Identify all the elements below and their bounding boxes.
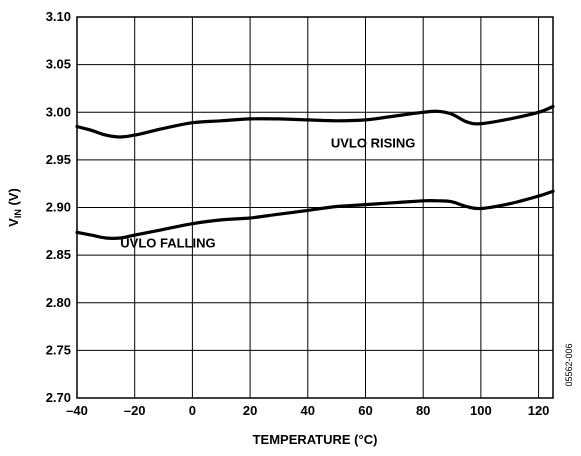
plot-frame [76,16,554,399]
series-line-uvlo-rising [75,104,555,139]
y-tick-label: 2.80 [46,295,71,310]
x-tick-label: 20 [243,403,257,418]
y-axis-label: VIN (V) [6,188,23,227]
x-tick-label: –40 [66,403,88,418]
x-tick-labels: –40 –20 0 20 40 60 80 100 120 [66,403,549,418]
y-tick-label: 2.85 [46,247,71,262]
chart-series [75,104,555,240]
y-tick-label: 2.70 [46,390,71,405]
x-tick-label: 80 [416,403,430,418]
x-tick-label: 40 [301,403,315,418]
y-axis-label-unit: (V) [6,188,21,209]
annotation-uvlo-falling: UVLO FALLING [120,236,215,251]
y-axis-label-subscript: IN [13,209,23,218]
x-axis-label: TEMPERATURE (°C) [253,432,378,447]
y-tick-label: 2.95 [46,152,71,167]
x-tick-label: 120 [528,403,550,418]
x-tick-label: 0 [189,403,196,418]
y-tick-label: 3.05 [46,57,71,72]
x-tick-label: –20 [124,403,146,418]
figure-code: 05562-006 [564,343,574,386]
y-tick-label: 3.10 [46,9,71,24]
x-tick-label: 60 [358,403,372,418]
y-tick-label: 2.75 [46,342,71,357]
y-tick-labels: 2.70 2.75 2.80 2.85 2.90 2.95 3.00 3.05 3.10 [46,9,71,405]
y-axis-label-main: V [6,218,21,227]
y-tick-label: 3.00 [46,104,71,119]
annotation-uvlo-rising: UVLO RISING [331,135,416,150]
y-tick-label: 2.90 [46,200,71,215]
series-line-uvlo-falling [75,189,555,240]
x-tick-label: 100 [470,403,492,418]
